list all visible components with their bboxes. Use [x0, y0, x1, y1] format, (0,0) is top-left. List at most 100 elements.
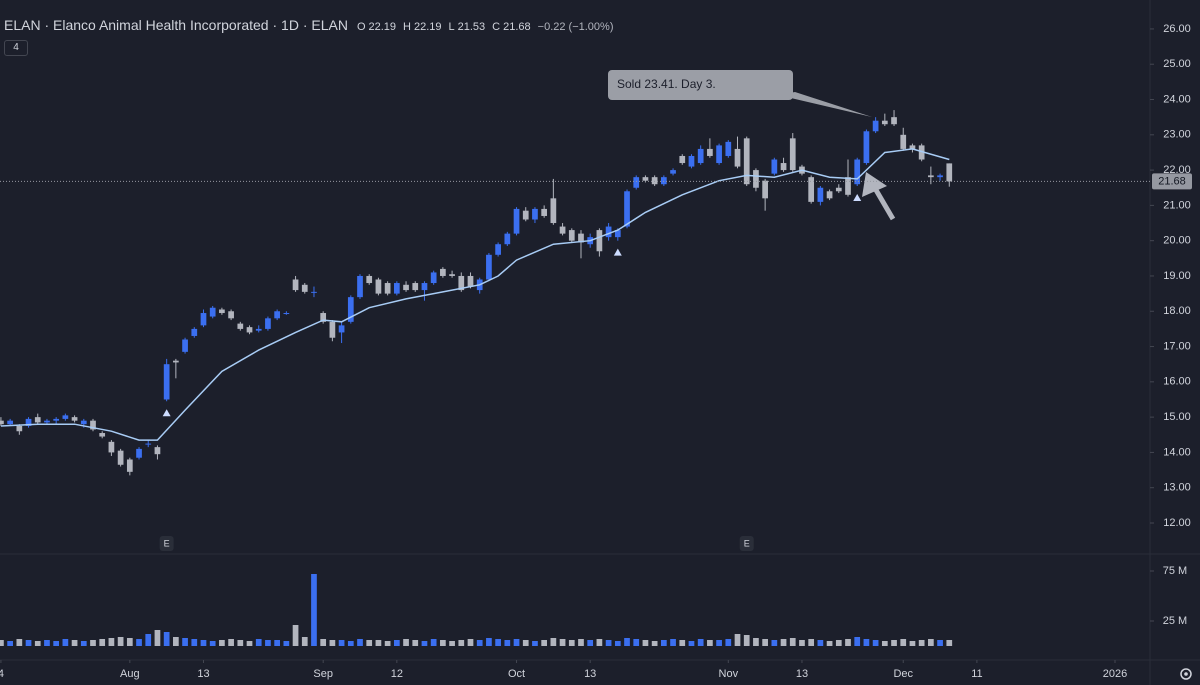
- pointer-arrow: [862, 172, 896, 221]
- buy-signal: [853, 193, 862, 201]
- candle-body: [311, 291, 317, 293]
- volume-tick-label: 75 M: [1163, 565, 1187, 577]
- volume-bar: [624, 638, 630, 646]
- volume-bar: [173, 637, 179, 646]
- volume-bar: [209, 641, 216, 646]
- candle-body: [62, 415, 69, 419]
- volume-bar: [799, 640, 805, 646]
- candle-body: [716, 145, 722, 164]
- candle-body: [274, 311, 280, 319]
- volume-bar: [90, 640, 96, 646]
- volume-bar: [541, 640, 548, 646]
- volume-bar: [660, 640, 667, 646]
- candle-body: [393, 283, 400, 294]
- candle-body: [522, 210, 529, 220]
- arrow-shaft: [873, 188, 896, 221]
- candle-body: [660, 177, 667, 185]
- volume-bar: [117, 637, 124, 646]
- symbol-title: ELAN · Elanco Animal Health Incorporated…: [4, 17, 348, 33]
- candle-body: [559, 226, 566, 234]
- candle-body: [80, 420, 87, 425]
- volume-bar: [900, 639, 907, 646]
- candle-body: [826, 191, 833, 199]
- candle-body: [605, 226, 612, 238]
- earnings-marker: [739, 536, 754, 551]
- candle-body: [946, 163, 953, 182]
- price-label-box: [1152, 173, 1192, 190]
- candle-body: [753, 170, 759, 188]
- indicator-badge[interactable]: 4: [4, 40, 28, 56]
- volume-bar: [817, 640, 824, 646]
- volume-bar: [504, 640, 511, 646]
- volume-bar: [191, 639, 198, 646]
- x-tick-label: 12: [391, 668, 403, 680]
- candle-body: [900, 134, 907, 149]
- x-tick-label: 13: [796, 668, 808, 680]
- candle-body: [136, 448, 142, 458]
- candle-body: [53, 418, 60, 421]
- volume-bar: [62, 639, 69, 646]
- candle-body: [283, 313, 290, 315]
- volume-bar: [845, 639, 851, 646]
- volume-bar: [605, 640, 612, 646]
- gear-center[interactable]: [1184, 672, 1188, 676]
- volume-bar: [670, 639, 676, 646]
- price-label: 21.68: [1158, 175, 1186, 187]
- volume-bar: [762, 639, 768, 646]
- candle-body: [412, 283, 419, 291]
- candle-body: [347, 297, 354, 322]
- candle-body: [743, 138, 750, 185]
- volume-bar: [228, 639, 234, 646]
- volume-bar: [99, 639, 106, 646]
- candle-body: [596, 230, 603, 252]
- settings-icon[interactable]: [1180, 668, 1192, 680]
- volume-bar: [937, 640, 943, 646]
- candle-body: [0, 420, 4, 425]
- candle-body: [209, 307, 216, 317]
- volume-bar: [909, 641, 916, 646]
- volume-bar: [292, 625, 299, 646]
- candle-body: [642, 177, 649, 181]
- y-tick-label: 23.00: [1163, 129, 1191, 141]
- candle-body: [697, 148, 704, 164]
- candle-body: [891, 117, 897, 125]
- buy-signal: [613, 248, 622, 256]
- candle-body: [320, 313, 327, 322]
- candle-body: [25, 418, 32, 426]
- candle-body: [762, 180, 768, 199]
- volume-bar: [71, 640, 78, 646]
- volume-bar: [347, 641, 354, 646]
- candle-body: [789, 138, 796, 171]
- gear[interactable]: [1180, 668, 1192, 680]
- volume-bar: [568, 640, 575, 646]
- candle-body: [219, 309, 225, 314]
- volume-bar: [486, 638, 492, 646]
- volume-bar: [7, 641, 13, 646]
- volume-bar: [357, 639, 363, 646]
- candle-body: [725, 141, 732, 156]
- volume-bar: [384, 641, 391, 646]
- volume-bar: [126, 638, 133, 646]
- y-tick-label: 16.00: [1163, 376, 1191, 388]
- volume-bar: [596, 639, 603, 646]
- candle-body: [329, 321, 336, 338]
- arrow-head: [862, 172, 887, 197]
- x-tick-label: Sep: [313, 668, 333, 680]
- volume-bar: [255, 639, 262, 646]
- candle-body: [200, 313, 207, 326]
- earnings-label: E: [164, 538, 170, 548]
- volume-bar: [320, 639, 327, 646]
- candle-body: [99, 433, 106, 437]
- volume-bar: [633, 639, 640, 646]
- volume-bar: [145, 634, 152, 646]
- candle-body: [707, 148, 713, 156]
- candle-body: [550, 198, 557, 224]
- ohlc-value: 21.53: [457, 21, 486, 33]
- volume-bar: [854, 637, 861, 646]
- volume-bar: [532, 641, 538, 646]
- y-tick-label: 21.00: [1163, 199, 1191, 211]
- candle-body: [513, 208, 520, 234]
- volume-bar: [449, 641, 455, 646]
- candle-body: [670, 170, 676, 174]
